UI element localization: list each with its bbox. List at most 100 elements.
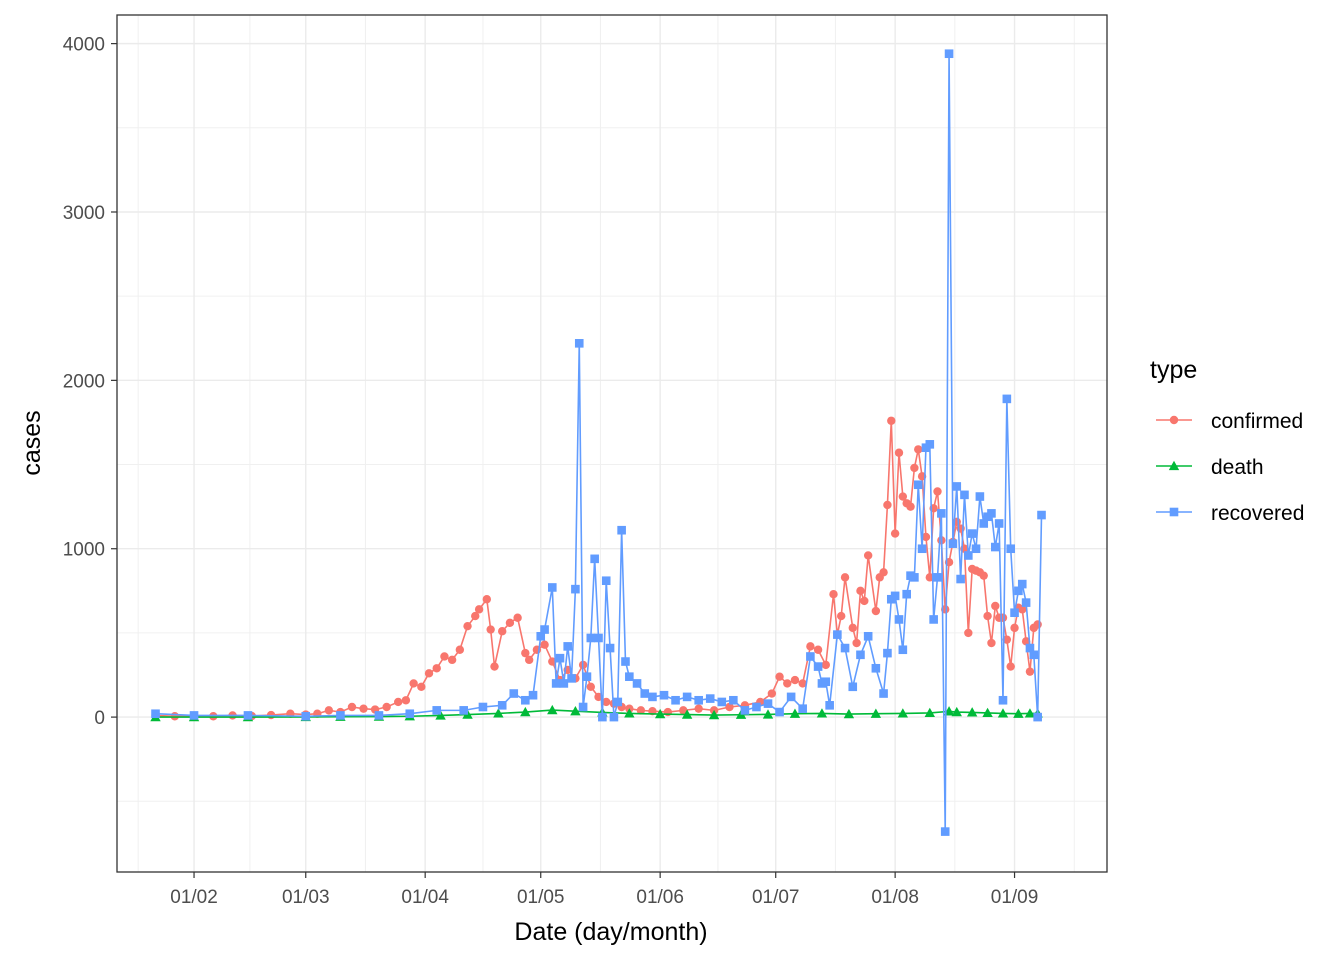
data-point-confirmed: [209, 712, 218, 721]
data-point-death: [520, 706, 531, 717]
data-point-recovered: [890, 591, 900, 601]
legend-key-marker: [1168, 460, 1180, 471]
data-point-recovered: [625, 672, 634, 681]
series-line-death: [155, 709, 1038, 718]
data-point-confirmed: [914, 445, 923, 454]
data-point-confirmed: [474, 605, 484, 614]
data-point-recovered: [833, 630, 842, 639]
data-point-recovered: [605, 643, 615, 653]
data-point-death: [681, 709, 693, 719]
data-point-confirmed: [813, 645, 823, 654]
data-point-death: [493, 708, 504, 718]
data-point-confirmed: [856, 586, 865, 596]
data-point-death: [762, 709, 774, 719]
data-point-confirmed: [440, 652, 449, 661]
data-point-confirmed: [636, 706, 646, 715]
data-point-confirmed: [991, 601, 1000, 611]
data-point-confirmed: [887, 416, 896, 425]
data-point-recovered: [763, 699, 773, 708]
data-point-recovered: [594, 633, 603, 643]
data-point-confirmed: [1018, 605, 1027, 614]
data-point-recovered: [1021, 598, 1031, 607]
data-point-recovered: [1025, 643, 1035, 653]
data-point-confirmed: [471, 611, 480, 621]
data-point-recovered: [1002, 394, 1012, 404]
data-point-recovered: [848, 682, 858, 692]
data-point-confirmed: [821, 660, 830, 670]
data-point-recovered: [775, 707, 784, 717]
data-point-death: [1013, 708, 1024, 718]
data-point-recovered: [405, 709, 415, 719]
x-tick-label: 01/08: [871, 887, 919, 908]
legend-items: confirmed death recovered: [1156, 410, 1304, 525]
data-point-recovered: [952, 482, 962, 491]
data-point-confirmed: [852, 638, 861, 648]
data-point-confirmed: [401, 696, 411, 705]
data-point-recovered: [336, 711, 345, 720]
data-point-recovered: [613, 697, 623, 707]
y-tick-label: 3000: [63, 203, 105, 224]
data-point-confirmed: [725, 702, 734, 712]
data-point-recovered: [574, 339, 584, 348]
data-point-recovered: [729, 695, 738, 705]
data-point-confirmed: [883, 500, 892, 510]
data-point-confirmed: [417, 682, 426, 691]
data-point-recovered: [956, 574, 965, 584]
x-tick-label: 01/03: [282, 887, 330, 908]
data-point-recovered: [925, 440, 935, 449]
data-point-confirmed: [694, 704, 703, 713]
data-point-recovered: [189, 711, 199, 720]
data-point-confirmed: [505, 618, 515, 628]
data-point-confirmed: [447, 655, 457, 665]
data-point-confirmed: [359, 704, 368, 713]
data-point-confirmed: [455, 645, 465, 654]
minor-gridlines: [117, 15, 1107, 872]
data-point-confirmed: [898, 492, 908, 501]
data-point-confirmed: [906, 502, 915, 511]
x-axis-title: Date (day/month): [514, 918, 707, 946]
data-point-confirmed: [679, 706, 688, 715]
legend-item-recovered: recovered: [1156, 502, 1304, 525]
data-point-recovered: [586, 633, 596, 643]
data-point-recovered: [432, 706, 442, 715]
data-point-recovered: [871, 663, 881, 673]
data-point-confirmed: [890, 529, 900, 538]
data-point-confirmed: [998, 613, 1008, 622]
data-point-confirmed: [767, 689, 777, 698]
data-point-recovered: [497, 701, 507, 710]
data-point-death: [1024, 708, 1036, 718]
data-point-recovered: [151, 709, 160, 719]
data-point-recovered: [640, 689, 650, 698]
data-point-confirmed: [840, 573, 850, 582]
data-point-death: [789, 708, 801, 718]
data-point-confirmed: [979, 571, 988, 580]
data-point-death: [897, 708, 909, 718]
data-point-confirmed: [829, 589, 838, 599]
data-point-recovered: [551, 679, 561, 688]
data-point-death: [708, 709, 720, 720]
data-point-confirmed: [983, 611, 992, 621]
data-point-recovered: [1006, 544, 1015, 554]
data-point-recovered: [621, 657, 630, 666]
data-point-confirmed: [521, 648, 530, 658]
x-tick-label: 01/05: [517, 887, 565, 908]
x-tick-label: 01/06: [636, 887, 684, 908]
series-confirmed: [151, 416, 1042, 721]
data-point-death: [997, 708, 1009, 718]
data-point-recovered: [994, 519, 1004, 528]
data-point-recovered: [998, 695, 1008, 705]
y-axis: 0 1000 2000 3000 4000: [63, 35, 117, 729]
data-point-recovered: [894, 615, 904, 624]
data-point-recovered: [813, 662, 823, 671]
data-point-death: [435, 710, 446, 720]
major-gridlines: [117, 15, 1107, 872]
data-point-confirmed: [1010, 623, 1019, 633]
legend-item-confirmed: confirmed: [1156, 410, 1303, 433]
data-point-recovered: [632, 679, 642, 688]
data-point-recovered: [717, 697, 727, 707]
data-point-confirmed: [324, 706, 334, 715]
data-point-recovered: [798, 704, 807, 713]
data-point-recovered: [671, 695, 680, 705]
data-point-recovered: [571, 584, 580, 594]
series-death: [150, 704, 1043, 722]
